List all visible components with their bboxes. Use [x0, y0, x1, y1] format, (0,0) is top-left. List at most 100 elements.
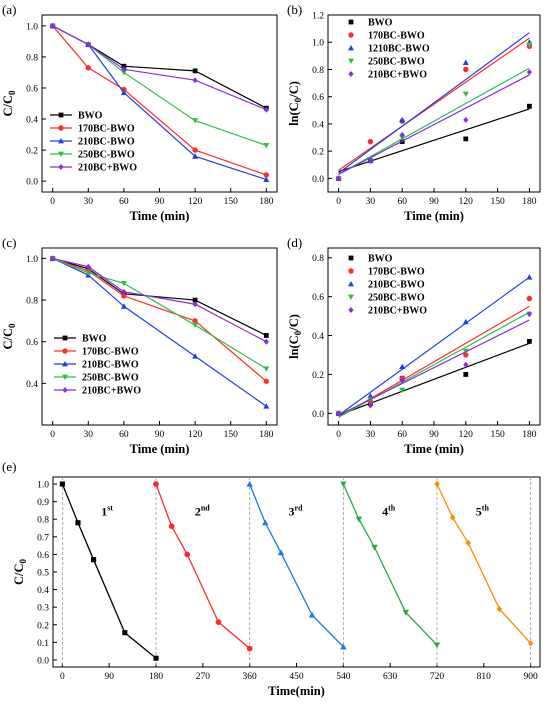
x-tick-label: 30 [366, 197, 376, 207]
x-tick-label: 0 [50, 430, 55, 440]
y-tick-label: 0.7 [37, 533, 49, 543]
legend-label: 250BC-BWO [368, 293, 425, 304]
cycle-number: 3 [289, 505, 295, 519]
data-point [184, 551, 191, 558]
y-axis-title: C/C0 [12, 558, 28, 585]
y-axis-title: ln(C0/C) [287, 81, 303, 126]
y-tick-label: 0.8 [26, 297, 38, 307]
data-point [85, 41, 91, 48]
y-tick-label: 0.9 [37, 498, 49, 508]
y-axis-title-sub: 0 [18, 558, 28, 563]
legend-entry: BWO [50, 111, 103, 122]
series-bwo [336, 338, 532, 416]
data-point [340, 643, 347, 650]
data-point [153, 481, 159, 487]
cycle-4: 4th [340, 481, 441, 649]
x-tick-label: 90 [429, 197, 439, 207]
data-point [121, 66, 127, 73]
cycle-label: 3rd [289, 504, 304, 519]
data-point [85, 270, 92, 276]
y-tick-label: 0.3 [37, 604, 49, 614]
fit-line [338, 108, 530, 173]
x-tick-label: 180 [522, 430, 537, 440]
x-tick-label: 120 [188, 430, 203, 440]
data-point [340, 481, 347, 488]
y-tick-label: 0.4 [312, 332, 324, 342]
fit-line [338, 32, 530, 174]
y-axis-title-main: C/C [12, 563, 26, 585]
data-point [463, 372, 469, 377]
data-point [50, 22, 56, 29]
data-point [153, 655, 159, 661]
x-tick-label: 60 [397, 430, 407, 440]
x-axis-title: Time(min) [268, 684, 325, 698]
data-point [263, 338, 269, 345]
plot-frame [41, 247, 278, 426]
cycle-2: 2nd [153, 481, 253, 652]
y-tick-label: 0.4 [26, 380, 38, 390]
fit-line [338, 74, 530, 175]
cycle-3: 3rd [246, 480, 347, 650]
data-point [277, 549, 285, 556]
legend-label: 170BC-BWO [368, 267, 425, 278]
x-tick-label: 60 [119, 197, 129, 207]
legend-marker [58, 125, 64, 131]
x-axis-title: Time (min) [404, 209, 464, 223]
data-point [59, 481, 65, 487]
legend-entry: 210BC-BWO [348, 280, 425, 291]
data-point [496, 605, 503, 613]
x-tick-label: 720 [430, 672, 445, 682]
legend-entry: 170BC-BWO [54, 347, 139, 358]
data-point [120, 89, 127, 96]
data-point [263, 403, 270, 409]
data-point [463, 136, 469, 142]
plot-frame [327, 247, 541, 426]
cycle-5: 5th [434, 480, 534, 647]
data-point [192, 68, 198, 74]
y-axis-title: ln(C0/C) [287, 314, 303, 359]
legend-marker [58, 164, 64, 170]
data-point [526, 69, 532, 76]
y-tick-label: 0.4 [26, 116, 38, 126]
y-tick-label: 0.6 [312, 93, 324, 103]
data-point [336, 410, 342, 417]
data-point [192, 297, 198, 303]
y-tick-label: 0.0 [37, 656, 49, 666]
y-tick-label: 0.1 [37, 639, 49, 649]
series-210bc-bwo [336, 69, 532, 182]
legend-entry: 250BC-BWO [348, 293, 425, 304]
data-point [246, 480, 253, 487]
y-axis-title-main: C/C [1, 95, 15, 117]
legend-label: 210BC-BWO [368, 280, 425, 291]
series-1210bc-bwo [335, 32, 533, 181]
y-tick-label: 0.2 [312, 148, 324, 158]
series-210bc-bwo [50, 22, 269, 113]
y-tick-label: 0.8 [26, 53, 38, 63]
data-point [85, 65, 91, 71]
data-point [192, 322, 199, 329]
legend-label: BWO [82, 334, 107, 345]
data-point [263, 106, 269, 113]
legend-marker [348, 32, 354, 38]
y-axis-title-main: C/C [1, 328, 15, 350]
legend-entry: BWO [348, 18, 393, 29]
series-line [52, 257, 267, 407]
data-point [463, 66, 469, 73]
data-point [399, 377, 405, 384]
data-point [399, 387, 406, 393]
legend-marker [348, 294, 354, 300]
y-tick-label: 1.0 [26, 255, 38, 265]
legend-marker [348, 71, 354, 77]
x-tick-label: 120 [459, 197, 474, 207]
fit-line [338, 67, 530, 175]
legend-marker [62, 361, 68, 367]
cycle-number: 4 [382, 505, 388, 519]
data-point [308, 611, 316, 618]
data-point [192, 147, 198, 153]
panel-d: 0 30 60 90 120 150 180 0.0 0.2 0.4 0.6 0.8 Time (min… [287, 235, 541, 456]
fit-line [338, 276, 530, 416]
x-tick-label: 150 [490, 197, 505, 207]
y-axis-title-tail: /C) [287, 314, 301, 332]
y-axis-title: C/C0 [1, 323, 17, 350]
